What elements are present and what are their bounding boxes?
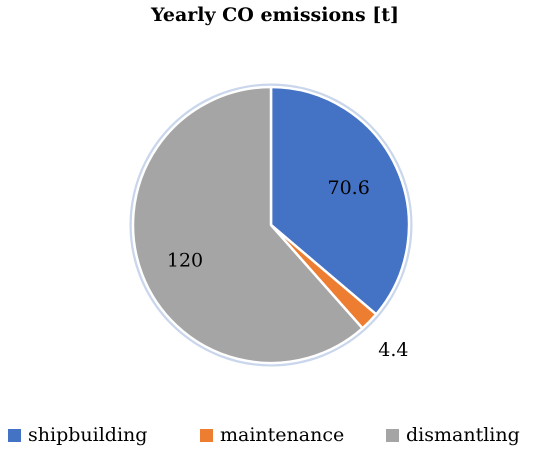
legend-item-shipbuilding: shipbuilding [8, 424, 147, 446]
legend-label-maintenance: maintenance [220, 424, 345, 446]
pie-slice-dismantling [131, 85, 364, 365]
data-label-shipbuilding: 70.6 [327, 177, 369, 199]
legend-item-maintenance: maintenance [200, 424, 344, 446]
data-label-maintenance: 4.4 [378, 339, 408, 361]
chart-title: Yearly CO emissions [t] [150, 4, 400, 26]
legend: shipbuilding maintenance dismantling [0, 424, 550, 452]
pie-slice-shipbuilding [269, 85, 411, 316]
legend-swatch-dismantling [386, 428, 399, 442]
legend-label-shipbuilding: shipbuilding [28, 424, 148, 446]
data-label-dismantling: 120 [167, 249, 203, 271]
pie-chart: 70.6 4.4 120 [129, 83, 413, 367]
legend-item-dismantling: dismantling [386, 424, 520, 446]
legend-swatch-maintenance [200, 428, 213, 442]
legend-label-dismantling: dismantling [406, 424, 520, 446]
legend-swatch-shipbuilding [8, 428, 21, 442]
pie-outline [129, 83, 413, 367]
